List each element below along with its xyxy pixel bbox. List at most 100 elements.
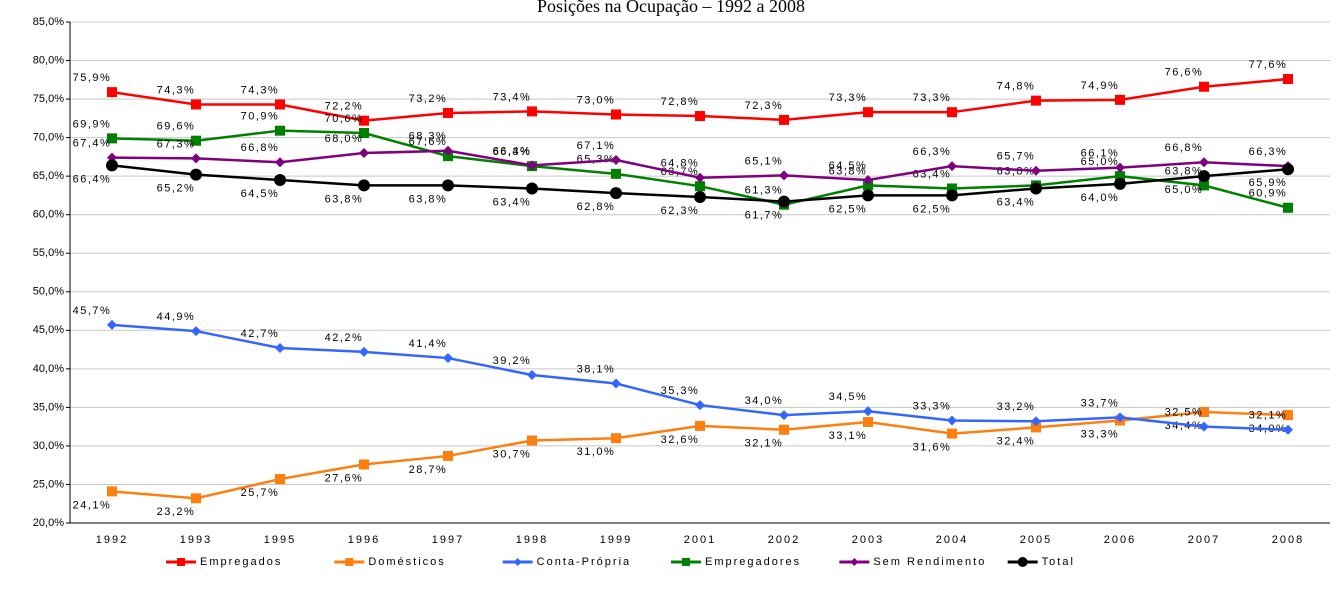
data-label: 70,9% [241,111,280,123]
marker [694,190,706,203]
marker [850,558,859,566]
y-tick-label: 85,0% [33,16,64,28]
data-label: 28,7% [409,464,448,476]
data-label: 42,7% [241,328,280,340]
marker [527,160,537,171]
data-label: 70,6% [325,113,364,125]
data-label: 25,7% [241,487,280,499]
data-label: 74,9% [1081,80,1120,92]
marker [359,127,369,138]
marker [1017,557,1028,567]
legend-label: Empregados [200,556,282,568]
marker [863,175,873,186]
data-label: 60,9% [1249,188,1288,200]
x-tick-label: 1993 [180,534,212,546]
data-label: 32,5% [1165,407,1204,419]
marker [863,107,873,118]
marker [947,428,957,439]
data-label: 63,8% [1165,165,1204,177]
y-tick-label: 35,0% [33,401,64,413]
x-tick-label: 1999 [600,534,632,546]
marker [1115,412,1125,423]
legend-label: Sem Rendimento [873,556,986,568]
data-label: 65,1% [745,155,784,167]
data-label: 72,8% [661,96,700,108]
x-tick-label: 2005 [1020,534,1052,546]
marker [863,406,873,417]
legend-label: Domésticos [368,556,445,568]
marker [275,474,285,485]
marker [1283,202,1293,213]
data-label: 75,9% [73,72,112,84]
marker [359,459,369,470]
data-label: 65,0% [1165,184,1204,196]
marker [107,319,117,330]
marker [1283,410,1293,421]
marker [443,145,453,156]
data-label: 66,3% [913,146,952,158]
marker [947,107,957,118]
marker [1115,94,1125,105]
x-tick-label: 2008 [1272,534,1304,546]
marker [443,353,453,364]
data-label: 63,4% [493,196,532,208]
marker [1031,165,1041,176]
data-label: 74,3% [157,84,196,96]
data-label: 72,3% [745,100,784,112]
y-tick-label: 45,0% [33,324,64,336]
marker [610,187,622,200]
marker [526,182,538,195]
marker [695,400,705,411]
data-label: 66,8% [1165,142,1204,154]
data-label: 72,2% [325,101,364,113]
data-label: 39,2% [493,355,532,367]
chart-title: Posições na Ocupação – 1992 a 2008 [537,0,805,16]
marker [611,109,621,120]
data-label: 67,4% [73,138,112,150]
data-label: 23,2% [157,506,196,518]
y-tick-label: 30,0% [33,440,64,452]
marker [1115,162,1125,173]
data-label: 66,4% [73,173,112,185]
data-label: 31,6% [913,441,952,453]
y-tick-label: 20,0% [33,517,64,529]
marker [513,558,522,566]
data-label: 42,2% [325,332,364,344]
data-label: 34,0% [745,395,784,407]
marker [1031,95,1041,106]
data-label: 63,8% [409,193,448,205]
marker [1283,74,1293,85]
marker [1031,416,1041,427]
data-label: 64,5% [829,160,868,172]
data-label: 68,3% [409,131,448,143]
x-tick-label: 1998 [516,534,548,546]
data-label: 67,3% [157,138,196,150]
data-label: 32,1% [745,438,784,450]
marker [191,153,201,164]
y-tick-label: 55,0% [33,247,64,259]
data-label: 73,3% [913,92,952,104]
data-label: 62,5% [913,203,952,215]
data-label: 44,9% [157,311,196,323]
marker [1283,424,1293,435]
data-label: 64,8% [661,158,700,170]
legend-label: Conta-Própria [537,556,631,568]
marker [1199,180,1209,191]
data-label: 33,7% [1081,397,1120,409]
data-label: 32,6% [661,434,700,446]
marker [779,114,789,125]
marker [106,159,118,172]
data-label: 34,5% [829,391,868,403]
data-label: 65,0% [1081,156,1120,168]
data-label: 65,2% [157,183,196,195]
data-label: 32,1% [1249,410,1288,422]
marker [345,558,354,566]
data-label: 67,1% [577,140,616,152]
marker [527,370,537,381]
data-label: 33,3% [913,400,952,412]
marker [107,87,117,98]
marker [779,170,789,181]
y-tick-label: 50,0% [33,286,64,298]
data-label: 62,5% [829,203,868,215]
marker [275,157,285,168]
